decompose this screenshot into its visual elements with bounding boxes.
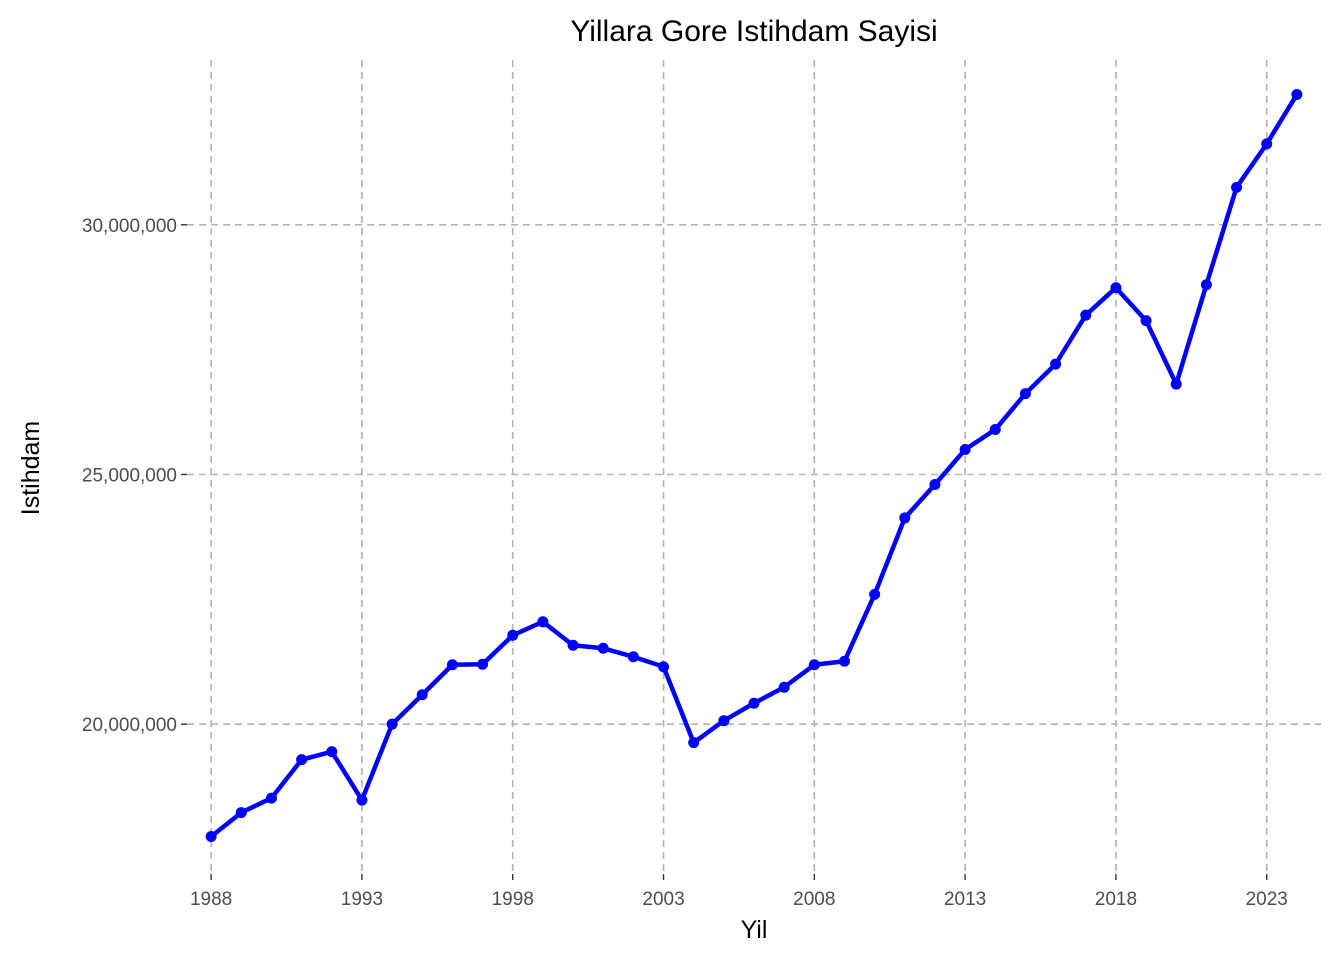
data-point xyxy=(567,639,579,651)
grid-lines xyxy=(187,60,1321,874)
x-tick-label: 1998 xyxy=(492,889,534,910)
x-tick-label: 2003 xyxy=(642,889,684,910)
data-point xyxy=(929,478,941,490)
y-axis-title: Istihdam xyxy=(17,421,45,515)
data-point xyxy=(446,659,458,671)
data-point xyxy=(296,754,308,766)
data-point xyxy=(869,588,881,600)
x-axis-title: Yil xyxy=(741,916,768,944)
x-tick-label: 1993 xyxy=(341,889,383,910)
data-point xyxy=(1110,282,1122,294)
y-tick-label: 25,000,000 xyxy=(82,465,177,486)
x-tick-label: 2023 xyxy=(1246,889,1288,910)
y-tick-label: 20,000,000 xyxy=(82,715,177,736)
data-point xyxy=(356,794,368,806)
data-point xyxy=(778,681,790,693)
data-point xyxy=(235,807,247,819)
x-tick-label: 2013 xyxy=(944,889,986,910)
data-point xyxy=(658,661,670,673)
chart-title: Yillara Gore Istihdam Sayisi xyxy=(570,15,937,48)
data-point xyxy=(537,616,549,628)
x-tick-label: 2018 xyxy=(1095,889,1137,910)
y-tick-label: 30,000,000 xyxy=(82,216,177,237)
data-point xyxy=(1231,181,1243,193)
data-point xyxy=(1291,88,1303,100)
data-point xyxy=(1019,388,1031,400)
data-point xyxy=(959,444,971,456)
data-point xyxy=(507,629,519,641)
x-tick-label: 1988 xyxy=(190,889,232,910)
data-point xyxy=(416,689,428,701)
data-point xyxy=(808,659,820,671)
data-point xyxy=(326,746,338,758)
data-point xyxy=(205,831,217,843)
data-point xyxy=(748,697,760,709)
data-point xyxy=(1140,315,1152,327)
data-point xyxy=(899,512,911,524)
data-point xyxy=(477,658,489,670)
data-series xyxy=(205,88,1303,843)
data-point xyxy=(1050,358,1062,370)
data-point xyxy=(838,655,850,667)
data-point xyxy=(1080,309,1092,321)
axis-ticks: 1988 1993 1998 2003 2008 2013 2018 2023 20,000,0… xyxy=(82,216,1288,910)
data-point xyxy=(1170,378,1182,390)
series-line xyxy=(208,92,1300,839)
data-point xyxy=(718,715,730,727)
data-point xyxy=(1200,279,1212,291)
data-point xyxy=(386,718,398,730)
data-point xyxy=(989,424,1001,436)
data-point xyxy=(265,792,277,804)
data-point xyxy=(597,642,609,654)
data-point xyxy=(688,737,700,749)
x-tick-label: 2008 xyxy=(793,889,835,910)
data-point xyxy=(1261,138,1273,150)
data-point xyxy=(627,651,639,663)
